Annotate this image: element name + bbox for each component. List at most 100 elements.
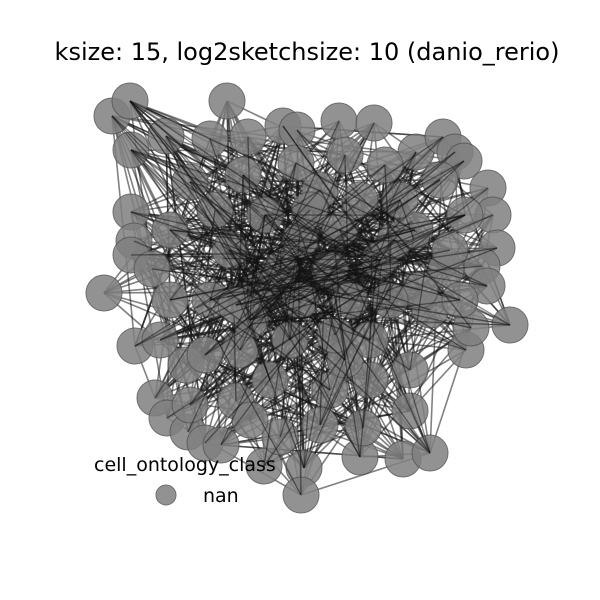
network-edge xyxy=(299,271,354,301)
network-edge xyxy=(262,275,361,458)
network-edge xyxy=(259,280,371,291)
network-edge xyxy=(358,160,465,262)
network-edge xyxy=(204,272,301,356)
network-edge xyxy=(362,266,488,287)
legend-title: cell_ontology_class xyxy=(94,454,276,476)
network-node xyxy=(85,274,123,312)
network-edge xyxy=(154,294,223,399)
network-edge xyxy=(242,214,466,271)
network-edge xyxy=(240,279,251,321)
legend-marker-nan xyxy=(155,484,177,506)
network-edge xyxy=(375,214,494,266)
network-edge xyxy=(296,129,432,271)
network-edge xyxy=(330,313,431,454)
network-node xyxy=(208,82,246,120)
network-edge xyxy=(187,227,283,433)
network-edge xyxy=(263,255,297,467)
network-edge xyxy=(209,268,221,301)
network-edge xyxy=(248,179,441,304)
network-edge xyxy=(209,138,261,288)
network-edge xyxy=(332,136,444,249)
network-edge xyxy=(159,270,300,341)
network-edge xyxy=(130,253,251,256)
network-edge xyxy=(242,174,250,311)
network-edge xyxy=(130,149,383,230)
legend-label-nan: nan xyxy=(203,485,239,507)
network-edge xyxy=(129,100,296,245)
network-edge xyxy=(318,122,375,242)
network-edge xyxy=(303,267,396,469)
network-edge xyxy=(134,279,241,347)
network-edge xyxy=(133,240,305,315)
network-edge xyxy=(274,162,297,270)
network-edge xyxy=(130,149,316,270)
network-edge xyxy=(169,241,217,301)
network-edge xyxy=(259,266,372,291)
network-edge xyxy=(320,214,466,293)
network-edge xyxy=(221,244,346,361)
network-edge xyxy=(226,230,361,458)
network-edge xyxy=(386,252,511,326)
network-edge xyxy=(295,162,418,233)
network-edge xyxy=(165,135,387,280)
network-edge xyxy=(362,265,382,429)
network-edge xyxy=(319,189,343,227)
network-edge xyxy=(130,149,212,261)
network-edge xyxy=(289,258,340,341)
network-edge xyxy=(130,211,318,256)
network-edge xyxy=(384,305,431,454)
network-edge xyxy=(251,299,461,325)
network-edge xyxy=(299,243,368,301)
network-edge xyxy=(266,297,301,301)
network-edge xyxy=(159,270,343,341)
network-edge xyxy=(274,164,386,265)
network-edge xyxy=(188,280,331,391)
network-edge xyxy=(343,272,467,351)
network-edge xyxy=(274,151,456,310)
network-edge xyxy=(235,253,302,306)
network-edge xyxy=(129,100,373,267)
network-edge xyxy=(383,239,396,254)
network-edge xyxy=(111,115,272,285)
network-edge xyxy=(279,315,322,438)
network-edge xyxy=(247,136,252,248)
network-edge xyxy=(196,160,465,309)
network-edge xyxy=(130,149,378,261)
network-edge xyxy=(309,277,331,391)
network-edge xyxy=(185,280,241,351)
network-edge xyxy=(129,100,401,230)
network-edge xyxy=(249,359,346,421)
network-edge xyxy=(394,239,418,271)
network-edge xyxy=(344,154,349,261)
network-edge xyxy=(285,225,488,287)
network-nodes xyxy=(85,82,529,514)
network-edge xyxy=(214,164,386,211)
network-node xyxy=(391,392,429,430)
network-edge xyxy=(237,297,305,469)
network-edge xyxy=(369,265,461,301)
network-edge xyxy=(165,135,258,296)
network-edge xyxy=(253,199,361,297)
network-edge xyxy=(359,214,466,234)
network-edge xyxy=(243,293,371,341)
network-edge xyxy=(242,174,305,267)
network-edge xyxy=(249,258,305,469)
legend: cell_ontology_class nan xyxy=(94,454,276,507)
network-edge xyxy=(329,246,356,271)
network-edge xyxy=(246,280,291,341)
network-edge xyxy=(165,135,288,268)
network-edge xyxy=(352,278,431,454)
network-edge xyxy=(373,247,498,297)
network-edge xyxy=(169,279,265,301)
network-edge xyxy=(293,215,336,336)
network-edge xyxy=(263,267,406,467)
network-edge xyxy=(334,295,361,458)
network-edge xyxy=(203,303,331,391)
network-edge xyxy=(298,154,346,270)
figure-title: ksize: 15, log2sketchsize: 10 (danio_rer… xyxy=(55,38,560,66)
network-edge xyxy=(264,214,314,285)
network-edge xyxy=(241,214,266,277)
network-edge xyxy=(309,261,421,291)
network-edge xyxy=(282,125,372,249)
